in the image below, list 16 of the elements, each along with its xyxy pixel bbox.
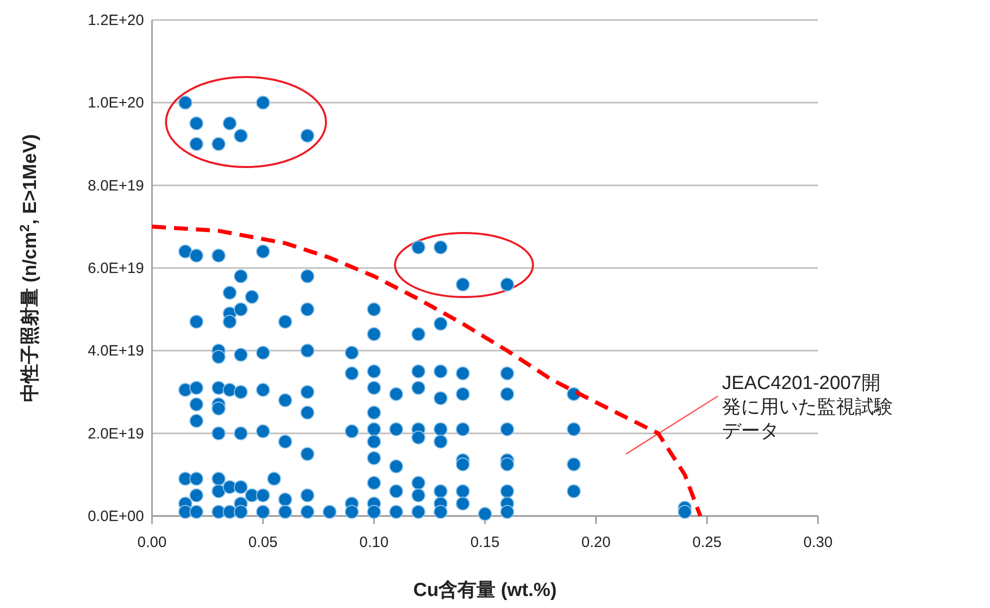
y-tick-label: 6.0E+19 bbox=[88, 260, 144, 277]
x-tick-label: 0.05 bbox=[248, 534, 278, 551]
x-tick-label: 0.25 bbox=[692, 534, 722, 551]
y-tick-label: 4.0E+19 bbox=[88, 342, 144, 360]
y-tick-label: 8.0E+19 bbox=[88, 177, 144, 194]
x-tick-label: 0.00 bbox=[137, 534, 167, 551]
y-tick-label: 1.0E+20 bbox=[88, 94, 144, 112]
x-tick-label: 0.20 bbox=[581, 534, 611, 551]
x-tick-label: 0.15 bbox=[470, 534, 500, 551]
x-tick-label: 0.30 bbox=[803, 534, 833, 551]
x-axis-title: Cu含有量 (wt.%) bbox=[413, 579, 557, 601]
annotation: JEAC4201-2007開発に用いた監視試験データ bbox=[722, 372, 894, 444]
y-tick-label: 2.0E+19 bbox=[88, 425, 144, 442]
x-tick-label: 0.10 bbox=[359, 534, 389, 551]
y-tick-label: 1.2E+20 bbox=[88, 12, 144, 29]
y-tick-label: 0.0E+00 bbox=[88, 508, 144, 525]
